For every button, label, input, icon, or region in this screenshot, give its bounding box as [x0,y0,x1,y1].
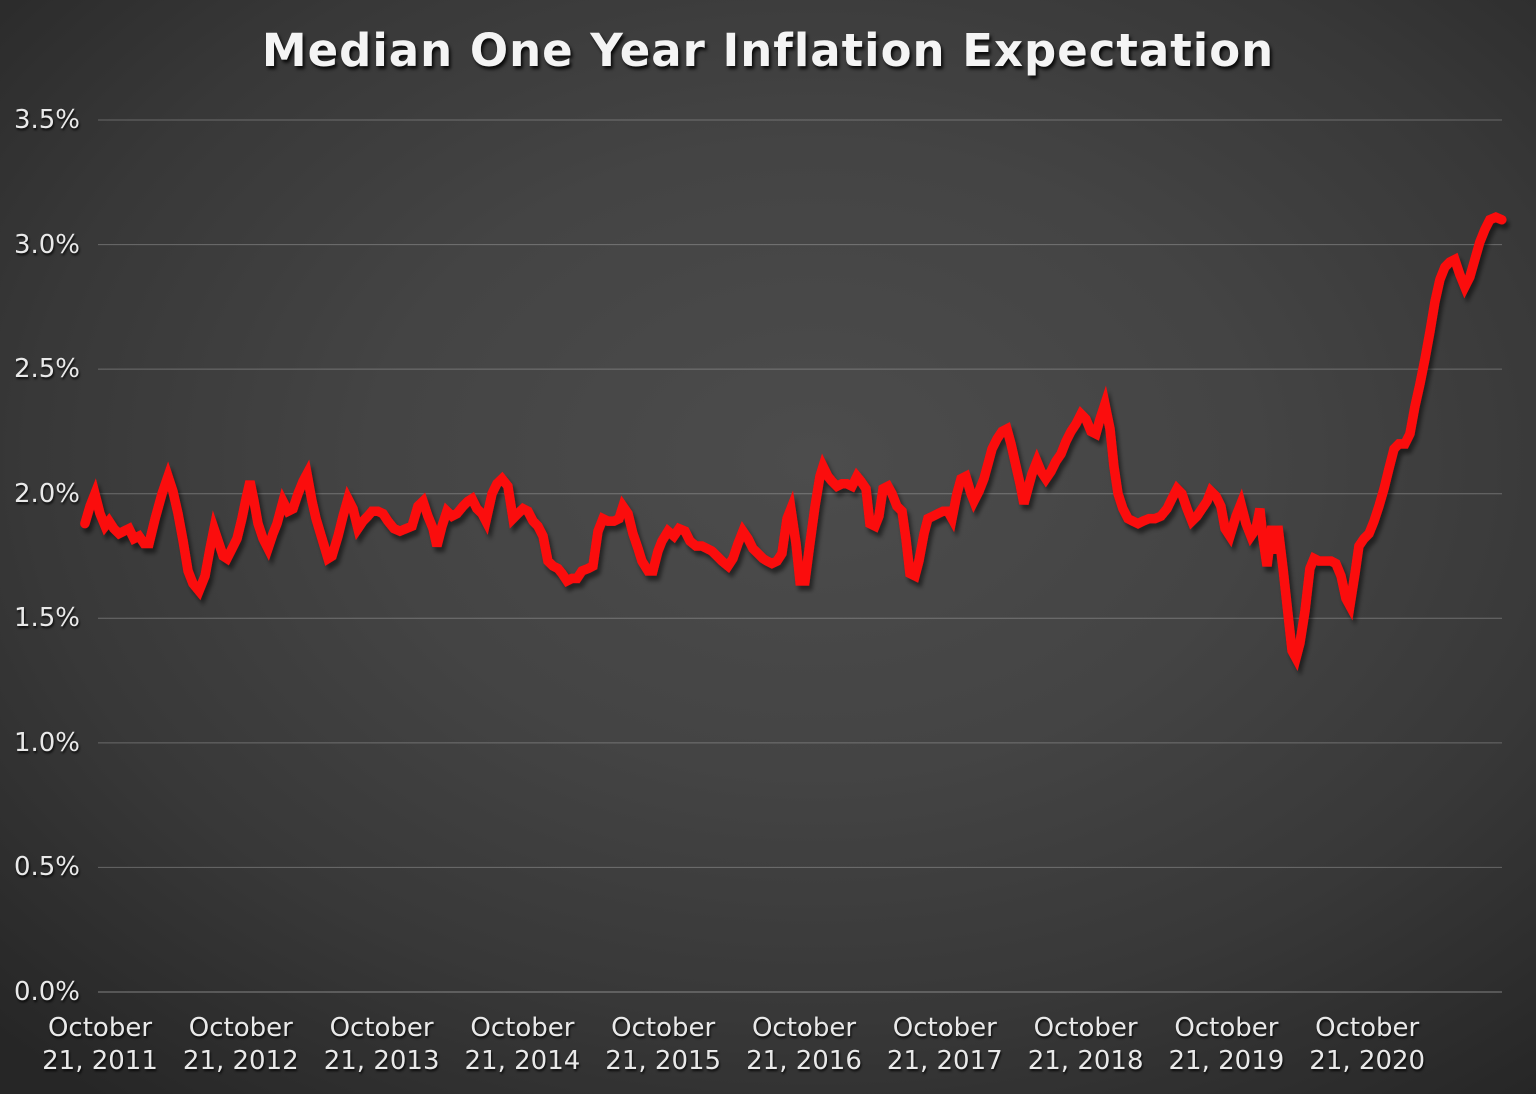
x-tick-month: October [1174,1013,1279,1043]
x-tick-day-year: 21, 2020 [1309,1046,1426,1076]
y-axis-tick-label: 2.0% [13,478,80,509]
x-axis-tick-label: October 21, 2011 [10,1012,190,1078]
x-tick-month: October [47,1013,153,1043]
x-axis-tick-label: October 21, 2012 [151,1012,331,1078]
x-tick-day-year: 21, 2017 [886,1046,1003,1076]
x-tick-month: October [470,1013,575,1043]
chart-title: Median One Year Inflation Expectation [261,24,1275,77]
x-tick-day-year: 21, 2013 [323,1046,440,1076]
inflation-line-series [80,212,1507,671]
x-tick-day-year: 21, 2012 [182,1046,299,1076]
x-tick-month: October [188,1013,293,1043]
x-axis-tick-label: October 21, 2013 [292,1012,472,1078]
x-tick-day-year: 21, 2014 [464,1046,581,1076]
y-axis-tick-label: 1.5% [13,603,80,634]
x-axis-tick-label: October 21, 2014 [432,1012,612,1078]
x-tick-day-year: 21, 2019 [1168,1046,1285,1076]
x-tick-month: October [1315,1013,1420,1043]
x-axis-tick-label: October 21, 2017 [855,1012,1035,1078]
x-axis-tick-label: October 21, 2019 [1136,1012,1316,1078]
x-axis-tick-label: October 21, 2020 [1277,1012,1457,1078]
y-axis-tick-label: 1.0% [13,727,80,758]
x-tick-day-year: 21, 2016 [746,1046,862,1076]
x-tick-month: October [611,1013,716,1043]
x-tick-month: October [892,1013,997,1043]
gridlines [98,119,1502,993]
x-tick-month: October [329,1013,434,1043]
x-axis-tick-label: October 21, 2018 [996,1012,1176,1078]
y-axis-tick-label: 3.5% [13,104,80,135]
y-axis-tick-label: 0.0% [13,977,80,1007]
x-tick-month: October [1033,1013,1138,1043]
y-axis-tick-label: 3.0% [13,229,80,260]
y-axis-tick-label: 0.5% [13,852,80,883]
x-axis-tick-label: October 21, 2015 [573,1012,753,1078]
x-tick-month: October [751,1013,857,1043]
x-tick-day-year: 21, 2018 [1027,1046,1144,1076]
y-axis-tick-label: 2.5% [13,354,80,385]
x-axis-tick-label: October 21, 2016 [714,1012,894,1078]
x-tick-day-year: 21, 2011 [42,1046,158,1076]
x-tick-day-year: 21, 2015 [605,1046,722,1076]
